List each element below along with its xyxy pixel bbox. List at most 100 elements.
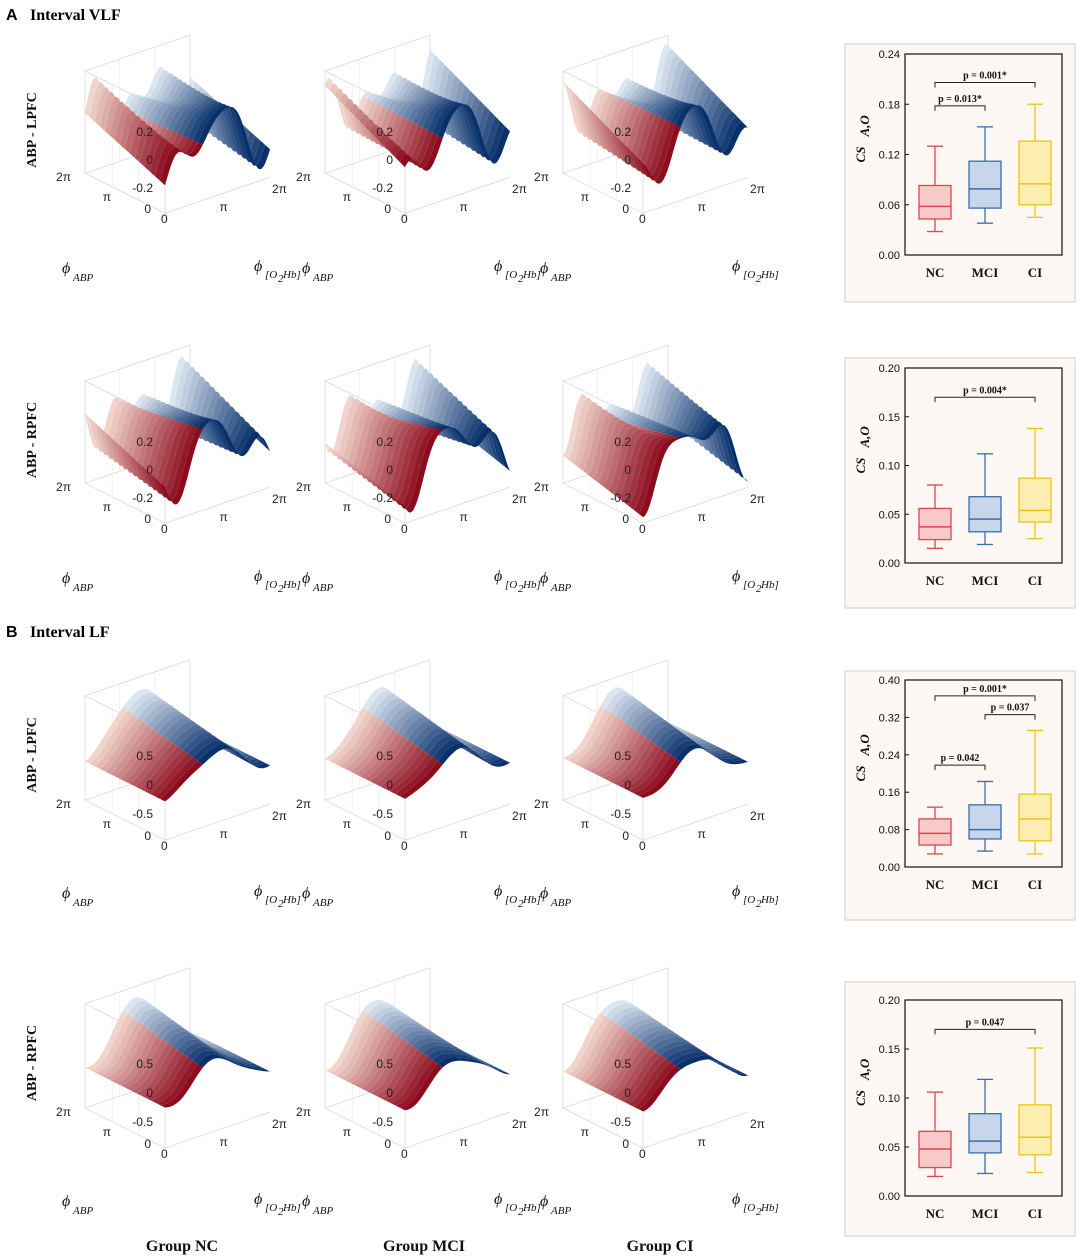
grid-line	[562, 659, 669, 697]
o2hb-axis-sub: [O	[265, 894, 277, 906]
o2hb-axis-sub: [O	[265, 1202, 277, 1214]
z-tick-label: -0.2	[610, 491, 631, 505]
surface-strip-red	[135, 1046, 178, 1095]
z-tick-label: 0.2	[376, 125, 393, 139]
significance-bracket	[984, 714, 1036, 720]
surface-strip-red	[150, 424, 193, 498]
abp-axis-sub: ABP	[550, 272, 571, 284]
y-tick-label: 0.20	[879, 995, 900, 1007]
surface-strip-red	[135, 743, 178, 789]
z-tick-label: -0.2	[372, 181, 393, 195]
category-label: MCI	[972, 265, 999, 280]
surface-strip-blue	[172, 1035, 245, 1059]
section-title: Interval VLF	[30, 7, 121, 24]
o2hb-axis-sub: [O	[265, 269, 277, 281]
surface-strip-red	[325, 707, 368, 762]
surface-strip-red	[370, 1042, 413, 1096]
phase-tick-abp: 2π	[296, 797, 311, 811]
surface-strip-red	[578, 1023, 621, 1082]
surface-strip-red	[335, 1017, 378, 1078]
surface-strip-red	[140, 420, 183, 491]
box-iqr	[968, 496, 1002, 533]
surface-strip-red	[125, 736, 168, 784]
z-tick-label: -0.2	[610, 181, 631, 195]
surface-strip-red	[380, 424, 423, 498]
surface-strip-red	[375, 743, 418, 787]
surface-strip-red	[160, 761, 203, 802]
surface-strip-blue	[362, 1000, 435, 1037]
surface-strip-red	[380, 746, 423, 789]
phase-tick-o2hb: 0	[639, 1147, 646, 1161]
group-label: Group NC	[146, 1238, 218, 1255]
boxplot-boxB2: 0.00 0.05 0.10 0.15 0.20 CS A,O NC MCI CI p = 0.04…	[844, 981, 1076, 1237]
o2hb-axis-sub2: 2	[518, 583, 524, 595]
p-value-label: p = 0.042	[941, 753, 980, 764]
grid-line	[404, 176, 511, 214]
surface-strip-blue	[387, 1019, 460, 1050]
grid-line	[84, 659, 191, 697]
z-tick-label: 0	[146, 1086, 153, 1100]
o2hb-axis-sub: [O	[505, 579, 517, 591]
surface-strip-red	[145, 134, 188, 172]
surface-strip-red	[85, 707, 128, 764]
surface-strip-blue	[142, 376, 215, 433]
grid-line	[324, 34, 431, 72]
surface-strip-blue	[177, 729, 250, 758]
o2hb-axis-sub: [O	[265, 579, 277, 591]
surface-strip-red	[370, 119, 413, 155]
surface-strip-blue	[417, 1041, 490, 1065]
surface-strip-red	[125, 415, 168, 480]
grid-line	[642, 803, 749, 841]
surface-strip-blue	[422, 99, 495, 154]
phase-tick-o2hb: 0	[161, 212, 168, 226]
surface-strip-red	[628, 119, 671, 178]
grid-line	[164, 803, 271, 841]
surface-strip-red	[618, 115, 661, 172]
phase-tick-abp: 0	[384, 202, 391, 216]
category-label: NC	[926, 265, 945, 280]
surface-strip-red	[330, 399, 373, 460]
phase-tick-abp: 2π	[534, 480, 549, 494]
surface-strip-blue	[187, 102, 260, 163]
abp-axis-sub: ABP	[72, 272, 93, 284]
phase-tick-abp: 2π	[296, 170, 311, 184]
category-label: MCI	[972, 573, 999, 588]
surface-strip-red	[150, 1057, 193, 1103]
surface-strip-red	[340, 405, 383, 468]
o2hb-axis-sub3: Hb]	[760, 269, 779, 281]
z-tick-label: 0	[624, 153, 631, 167]
phase-tick-o2hb: π	[220, 1135, 228, 1149]
phase-tick-o2hb: π	[460, 1135, 468, 1149]
row-label: ABP - RPFC	[25, 1025, 40, 1101]
surface-strip-red	[145, 750, 188, 794]
surface-strip-blue	[402, 717, 475, 749]
surface-strip-red	[120, 111, 163, 150]
phase-tick-abp: 2π	[534, 1105, 549, 1119]
surface-strip-red	[370, 421, 413, 490]
surface-strip-red	[628, 751, 671, 793]
phase-tick-o2hb: 0	[401, 522, 408, 536]
y-tick-label: 0.05	[879, 1142, 900, 1154]
surface-strip-red	[588, 413, 631, 479]
o2hb-axis-sub3: Hb]	[522, 579, 541, 591]
surface-strip-red	[115, 412, 158, 473]
grid-line	[164, 176, 271, 214]
significance-bracket	[934, 105, 986, 111]
surface-strip-red	[638, 1066, 681, 1112]
surface-strip-red	[385, 1053, 428, 1103]
surface-strip-red	[130, 1042, 173, 1093]
surface-strip-red	[110, 725, 153, 777]
surface-strip-red	[618, 1051, 661, 1102]
surface-strip-red	[593, 1033, 636, 1089]
surface-strip-red	[350, 411, 393, 475]
o2hb-axis-sub3: Hb]	[760, 894, 779, 906]
surface-strip-red	[355, 728, 398, 777]
surface-strip-blue	[645, 721, 718, 749]
category-label: CI	[1028, 573, 1042, 588]
surface-strip-blue	[417, 728, 490, 757]
box-iqr	[918, 818, 952, 846]
z-tick-label: 0	[146, 778, 153, 792]
z-tick-label: -0.5	[132, 807, 153, 821]
phase-tick-o2hb: π	[460, 200, 468, 214]
